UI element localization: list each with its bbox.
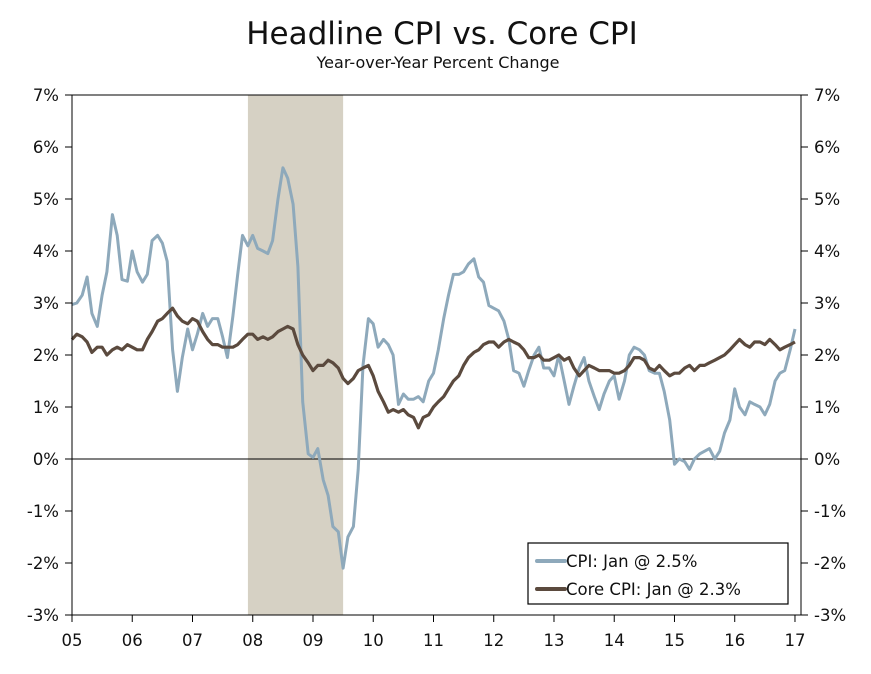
x-tick-label: 10 bbox=[363, 631, 384, 650]
legend-label-cpi: CPI: Jan @ 2.5% bbox=[566, 552, 697, 571]
recession-shading bbox=[247, 95, 344, 615]
y-tick-label-left: -2% bbox=[27, 554, 59, 573]
x-tick-label: 15 bbox=[664, 631, 685, 650]
x-tick-label: 16 bbox=[724, 631, 745, 650]
series-line-cpi bbox=[71, 166, 797, 570]
chart-subtitle: Year-over-Year Percent Change bbox=[316, 53, 560, 72]
y-tick-label-right: 7% bbox=[814, 86, 840, 105]
y-axis-left: 7% 6% 5% 4% 3% 2% 1% 0% -1% -2% -3% bbox=[27, 86, 72, 625]
y-tick-label-right: 4% bbox=[814, 242, 840, 261]
x-tick-label: 06 bbox=[122, 631, 143, 650]
y-tick-label-right: 5% bbox=[814, 190, 840, 209]
y-tick-label-right: 0% bbox=[814, 450, 840, 469]
y-tick-label-left: -1% bbox=[27, 502, 59, 521]
y-tick-label-right: -1% bbox=[814, 502, 846, 521]
y-tick-label-left: 7% bbox=[33, 86, 59, 105]
y-tick-label-right: 6% bbox=[814, 138, 840, 157]
x-tick-label: 07 bbox=[182, 631, 203, 650]
x-tick-label: 13 bbox=[543, 631, 564, 650]
series-line-core-cpi bbox=[70, 306, 796, 430]
legend-label-core-cpi: Core CPI: Jan @ 2.3% bbox=[566, 580, 741, 599]
y-tick-label-right: -2% bbox=[814, 554, 846, 573]
plot-area bbox=[71, 94, 802, 616]
x-axis: 05 06 07 08 09 10 11 12 13 14 15 16 17 bbox=[62, 615, 805, 650]
y-tick-label-left: 4% bbox=[33, 242, 59, 261]
y-tick-label-left: 6% bbox=[33, 138, 59, 157]
x-tick-label: 17 bbox=[784, 631, 805, 650]
x-tick-label: 12 bbox=[483, 631, 504, 650]
y-tick-label-right: 3% bbox=[814, 294, 840, 313]
chart-title: Headline CPI vs. Core CPI bbox=[246, 16, 637, 52]
y-tick-label-right: -3% bbox=[814, 606, 846, 625]
x-tick-label: 11 bbox=[423, 631, 444, 650]
y-tick-label-right: 2% bbox=[814, 346, 840, 365]
y-tick-label-right: 1% bbox=[814, 398, 840, 417]
legend-box bbox=[527, 542, 789, 605]
x-tick-label: 08 bbox=[242, 631, 263, 650]
y-axis-right: 7% 6% 5% 4% 3% 2% 1% 0% -1% -2% -3% bbox=[801, 86, 846, 625]
x-tick-label: 14 bbox=[604, 631, 625, 650]
y-tick-label-left: -3% bbox=[27, 606, 59, 625]
x-tick-label: 09 bbox=[302, 631, 323, 650]
y-tick-label-left: 1% bbox=[33, 398, 59, 417]
y-tick-label-left: 2% bbox=[33, 346, 59, 365]
legend: CPI: Jan @ 2.5% Core CPI: Jan @ 2.3% bbox=[527, 542, 789, 605]
y-tick-label-left: 0% bbox=[33, 450, 59, 469]
y-tick-label-left: 3% bbox=[33, 294, 59, 313]
y-tick-label-left: 5% bbox=[33, 190, 59, 209]
x-tick-label: 05 bbox=[62, 631, 83, 650]
